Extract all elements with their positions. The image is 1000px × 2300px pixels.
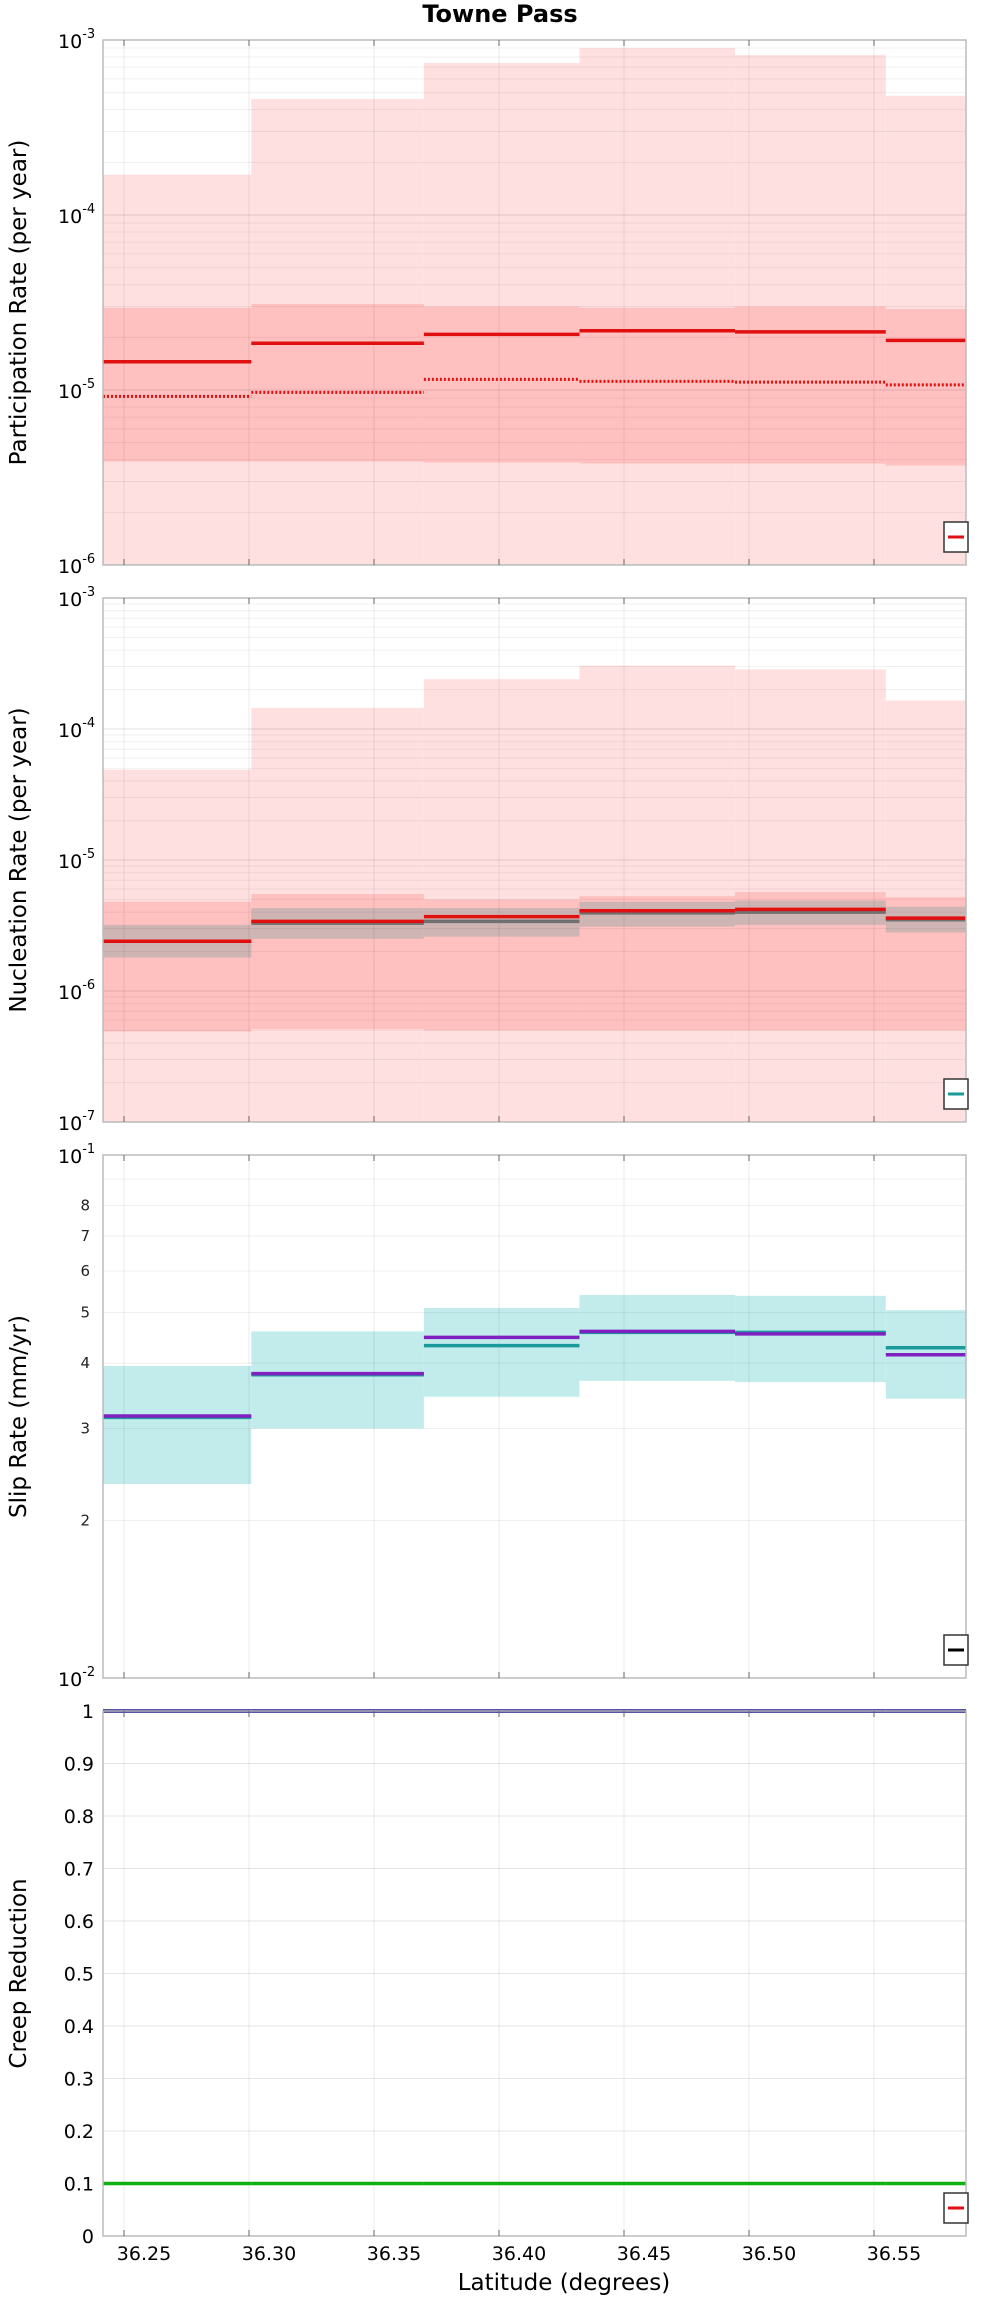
- x-tick-label: 36.45: [617, 2243, 671, 2265]
- band-2-bin-5: [735, 306, 886, 464]
- y-tick-exponent: -4: [82, 716, 95, 731]
- y-tick-label: 1: [82, 1701, 94, 1723]
- y-minor-tick-label: 4: [80, 1354, 90, 1372]
- y-tick-label: 10-1: [58, 1142, 95, 1168]
- y-tick-label: 10-4: [58, 202, 95, 228]
- y-tick-label: 0.6: [64, 1911, 94, 1933]
- band-1-bin-4: [579, 665, 736, 1122]
- y-minor-tick-label: 7: [80, 1227, 90, 1245]
- y-tick-label: 10-3: [58, 585, 95, 611]
- band-1-bin-4: [579, 48, 736, 565]
- y-tick-label: 10-3: [58, 27, 95, 53]
- band-2-bin-3: [423, 306, 580, 463]
- x-tick-label: 36.35: [367, 2243, 421, 2265]
- band-2-bin-1: [103, 307, 252, 462]
- y-minor-tick-label: 5: [80, 1303, 90, 1321]
- y-tick-exponent: -6: [82, 978, 95, 993]
- band-2-bin-4: [579, 307, 736, 464]
- y-tick-label: 10-7: [58, 1109, 95, 1135]
- y-tick-label: 0.2: [64, 2121, 94, 2143]
- plot-frame: [102, 1154, 967, 1679]
- panel-4: 36.25 36.30 36.35 36.40 36.45 36.50 36.55 0 0.1 0…: [6, 1701, 969, 2265]
- y-tick-exponent: -3: [82, 585, 95, 600]
- plot-frame: [102, 39, 967, 566]
- y-tick-exponent: -4: [82, 202, 95, 217]
- y-tick-exponent: -1: [82, 1142, 95, 1157]
- y-tick-label: 0.1: [64, 2174, 94, 2196]
- band-1-bin-1: [103, 1365, 252, 1484]
- y-axis-label: Participation Rate (per year): [6, 140, 32, 466]
- y-minor-tick-label: 8: [80, 1197, 90, 1215]
- y-tick-label: 10-6: [58, 978, 95, 1004]
- y-tick-exponent: -3: [82, 27, 95, 42]
- y-tick-label: 0.3: [64, 2069, 94, 2091]
- plot-frame: [102, 1710, 967, 2237]
- y-tick-label: 10-4: [58, 716, 95, 742]
- x-axis-label: Latitude (degrees): [458, 2270, 671, 2296]
- panel-3: 10-2 10-1 2 3 4 5 6 7 8 Slip Rate (mm/yr): [6, 1142, 969, 1691]
- y-minor-tick-label: 3: [80, 1419, 90, 1437]
- y-tick-label: 0.8: [64, 1806, 94, 1828]
- plot-background: [103, 1711, 966, 2236]
- band-2-bin-1: [103, 901, 252, 1032]
- plot-frame: [102, 597, 967, 1123]
- y-tick-label: 0: [82, 2226, 94, 2248]
- chart-title: Towne Pass: [422, 0, 577, 28]
- x-tick-label: 36.55: [867, 2243, 921, 2265]
- y-axis-label: Slip Rate (mm/yr): [6, 1315, 32, 1518]
- band-1-bin-2: [251, 1331, 424, 1429]
- y-tick-label: 0.7: [64, 1859, 94, 1881]
- y-tick-label: 10-2: [58, 1665, 95, 1691]
- y-tick-exponent: -6: [82, 552, 95, 567]
- band-2-bin-6: [885, 309, 966, 466]
- y-axis-label: Creep Reduction: [6, 1878, 32, 2068]
- band-1-bin-3: [423, 1307, 580, 1397]
- y-minor-tick-label: 2: [80, 1512, 90, 1530]
- x-tick-label: 36.50: [742, 2243, 796, 2265]
- panel-1: 10-6 10-5 10-4 10-3 Participation Rate (per …: [6, 27, 969, 578]
- band-1-bin-5: [735, 1295, 886, 1383]
- y-tick-label: 10-6: [58, 552, 95, 578]
- x-tick-label: 36.40: [492, 2243, 546, 2265]
- x-tick-label: 36.30: [242, 2243, 296, 2265]
- y-tick-exponent: -7: [82, 1109, 95, 1124]
- y-tick-exponent: -2: [82, 1665, 95, 1680]
- y-minor-tick-label: 6: [80, 1262, 90, 1280]
- band-2-bin-2: [251, 304, 424, 462]
- y-axis-label: Nucleation Rate (per year): [6, 707, 32, 1012]
- y-tick-label: 10-5: [58, 377, 95, 403]
- y-tick-label: 0.4: [64, 2016, 94, 2038]
- y-tick-label: 0.5: [64, 1964, 94, 1986]
- y-tick-label: 10-5: [58, 847, 95, 873]
- panel-2: 10-7 10-6 10-5 10-4 10-3 Nucleation Rate (per…: [6, 585, 969, 1135]
- y-tick-label: 0.9: [64, 1754, 94, 1776]
- y-tick-exponent: -5: [82, 847, 95, 862]
- band-1-bin-4: [579, 1294, 736, 1381]
- x-tick-label: 36.25: [117, 2243, 171, 2265]
- y-tick-exponent: -5: [82, 377, 95, 392]
